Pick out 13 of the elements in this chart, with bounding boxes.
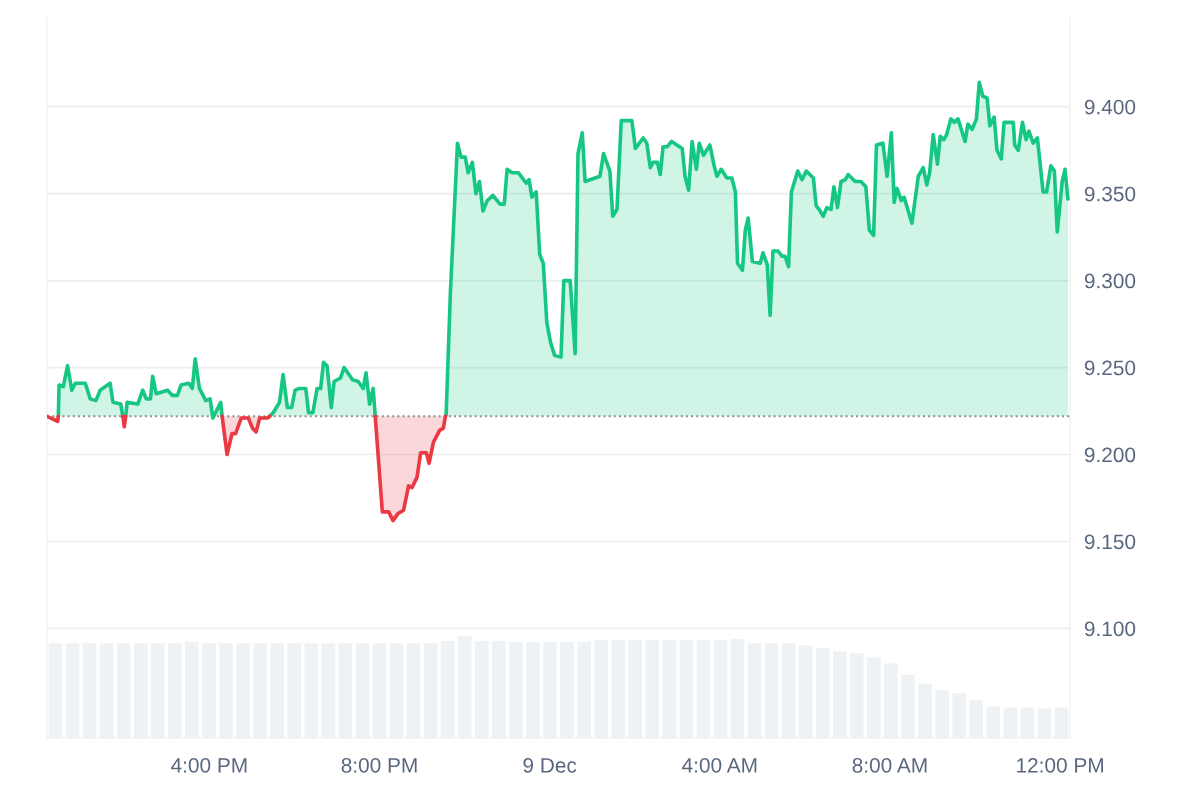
x-tick-label: 4:00 AM <box>682 757 757 773</box>
x-tick-label: 8:00 AM <box>852 757 927 773</box>
y-tick-label: 9.200 <box>1084 447 1136 463</box>
x-tick-label: 4:00 PM <box>171 757 247 773</box>
y-tick-label: 9.100 <box>1084 621 1136 637</box>
y-tick-label: 9.250 <box>1084 360 1136 376</box>
x-tick-label: 9 Dec <box>523 757 577 773</box>
y-tick-label: 9.300 <box>1084 273 1136 289</box>
x-tick-label: 12:00 PM <box>1017 757 1103 773</box>
x-tick-label: 8:00 PM <box>341 757 417 773</box>
y-tick-label: 9.400 <box>1084 99 1136 115</box>
y-tick-label: 9.350 <box>1084 186 1136 202</box>
y-tick-label: 9.150 <box>1084 534 1136 550</box>
